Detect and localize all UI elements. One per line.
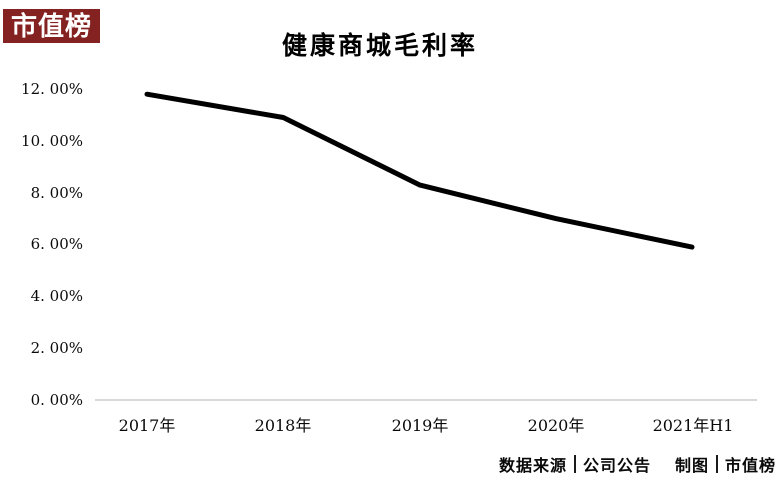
x-tick-label: 2021年H1 [652,416,734,435]
divider-bar [715,455,718,473]
y-tick-label: 4. 00% [30,287,83,305]
divider-bar [573,455,576,473]
source-label: 数据来源 [498,458,567,475]
x-tick-label: 2017年 [118,416,176,435]
source-credit-bar: 数据来源 公司公告 制图 市值榜 [499,452,776,476]
x-tick-label: 2018年 [254,416,312,435]
y-tick-label: 8. 00% [30,184,83,202]
x-tick-label: 2019年 [391,416,449,435]
y-tick-label: 12. 00% [21,80,83,98]
brand-logo: 市值榜 [3,9,100,43]
y-tick-label: 0. 00% [30,391,83,409]
gross-margin-line-series [144,91,695,250]
y-tick-label: 10. 00% [21,132,83,150]
y-tick-label: 6. 00% [30,235,83,253]
x-tick-label: 2020年 [527,416,585,435]
y-tick-label: 2. 00% [30,339,83,357]
credit-label: 制图 [674,458,709,475]
source-value: 公司公告 [582,458,651,475]
chart-title: 健康商城毛利率 [281,31,478,60]
credit-value: 市值榜 [724,458,776,475]
